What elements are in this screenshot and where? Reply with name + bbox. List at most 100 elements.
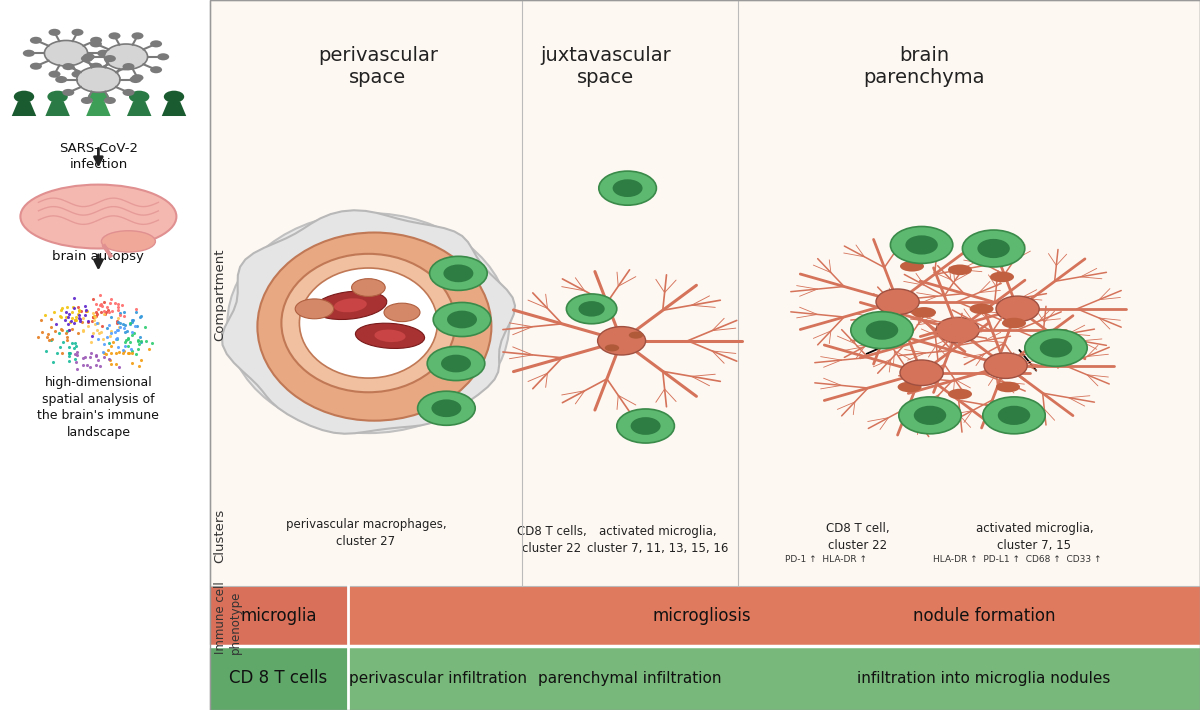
Text: juxtavascular
space: juxtavascular space xyxy=(541,46,671,87)
Point xyxy=(118,325,137,337)
Point xyxy=(120,347,139,359)
Point xyxy=(108,342,127,353)
Point xyxy=(88,324,107,336)
Point xyxy=(59,342,78,353)
Point xyxy=(107,324,126,336)
Point xyxy=(119,333,138,344)
Ellipse shape xyxy=(101,231,156,252)
Point xyxy=(107,347,126,359)
Circle shape xyxy=(72,70,84,77)
Circle shape xyxy=(132,74,144,81)
Ellipse shape xyxy=(374,329,406,342)
Point xyxy=(83,311,102,322)
Point xyxy=(107,317,126,328)
Point xyxy=(84,314,103,325)
Point xyxy=(130,338,149,349)
Ellipse shape xyxy=(281,253,456,392)
Point xyxy=(44,306,64,317)
Point xyxy=(38,329,58,340)
Point xyxy=(109,317,128,328)
Ellipse shape xyxy=(970,304,994,314)
Point xyxy=(122,358,142,369)
Point xyxy=(55,315,74,326)
Circle shape xyxy=(566,294,617,324)
Circle shape xyxy=(90,62,102,70)
Point xyxy=(100,337,119,349)
Point xyxy=(82,348,101,359)
Point xyxy=(32,327,52,338)
Point xyxy=(31,315,50,326)
Circle shape xyxy=(90,66,102,73)
Circle shape xyxy=(130,91,150,103)
Point xyxy=(77,304,96,315)
Point xyxy=(98,331,118,342)
Point xyxy=(52,305,71,316)
Point xyxy=(43,356,62,368)
Circle shape xyxy=(432,400,461,417)
Point xyxy=(58,332,77,343)
Circle shape xyxy=(157,53,169,60)
Text: perivascular
space: perivascular space xyxy=(318,46,438,87)
Point xyxy=(114,347,133,359)
Circle shape xyxy=(77,67,120,92)
Point xyxy=(70,305,89,317)
Point xyxy=(61,347,80,359)
Point xyxy=(76,300,95,311)
Point xyxy=(95,351,114,363)
Point xyxy=(109,346,128,357)
Point xyxy=(132,310,151,322)
Text: CD8 T cell,
cluster 22: CD8 T cell, cluster 22 xyxy=(826,522,890,552)
Point xyxy=(108,301,127,312)
Ellipse shape xyxy=(1002,317,1026,328)
Point xyxy=(53,347,72,359)
Text: CD8 T cells,
cluster 22: CD8 T cells, cluster 22 xyxy=(517,525,587,555)
Point xyxy=(70,310,89,321)
Point xyxy=(68,305,88,316)
Point xyxy=(100,319,119,330)
Point xyxy=(78,320,97,331)
Point xyxy=(89,334,108,345)
Circle shape xyxy=(14,91,35,103)
Circle shape xyxy=(30,37,42,44)
Point xyxy=(94,346,113,357)
Point xyxy=(50,341,70,352)
Point xyxy=(80,351,100,363)
Point xyxy=(94,305,113,317)
Circle shape xyxy=(104,44,148,70)
Ellipse shape xyxy=(605,344,619,351)
Point xyxy=(122,329,142,341)
Point xyxy=(29,332,48,343)
Point xyxy=(84,310,103,322)
Circle shape xyxy=(851,312,913,349)
Ellipse shape xyxy=(900,261,924,271)
Point xyxy=(66,315,85,326)
Circle shape xyxy=(163,91,185,103)
Point xyxy=(60,356,79,367)
Point xyxy=(121,319,140,330)
Point xyxy=(107,333,126,344)
Point xyxy=(58,326,77,337)
Ellipse shape xyxy=(295,299,334,319)
Point xyxy=(72,305,91,317)
Point xyxy=(91,298,110,310)
Bar xyxy=(210,0,1200,710)
Ellipse shape xyxy=(384,303,420,322)
Point xyxy=(121,317,140,329)
Point xyxy=(139,344,158,355)
Point xyxy=(130,361,149,372)
Circle shape xyxy=(90,37,102,44)
Point xyxy=(73,312,92,324)
Point xyxy=(121,344,140,355)
Point xyxy=(66,354,85,365)
Point xyxy=(83,293,102,305)
Point xyxy=(114,346,133,357)
Circle shape xyxy=(962,230,1025,267)
Point xyxy=(89,303,108,315)
Circle shape xyxy=(1025,329,1087,366)
Circle shape xyxy=(62,63,74,70)
Point xyxy=(102,340,121,351)
Circle shape xyxy=(48,29,60,36)
Circle shape xyxy=(418,391,475,425)
Circle shape xyxy=(913,405,947,425)
Circle shape xyxy=(23,50,35,57)
